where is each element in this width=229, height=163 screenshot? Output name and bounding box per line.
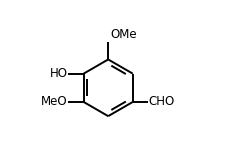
Text: OMe: OMe: [110, 28, 137, 41]
Text: HO: HO: [50, 67, 68, 80]
Text: MeO: MeO: [41, 96, 68, 108]
Text: CHO: CHO: [148, 96, 175, 108]
